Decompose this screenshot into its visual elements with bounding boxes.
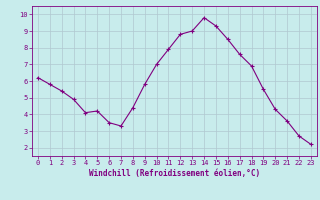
X-axis label: Windchill (Refroidissement éolien,°C): Windchill (Refroidissement éolien,°C): [89, 169, 260, 178]
